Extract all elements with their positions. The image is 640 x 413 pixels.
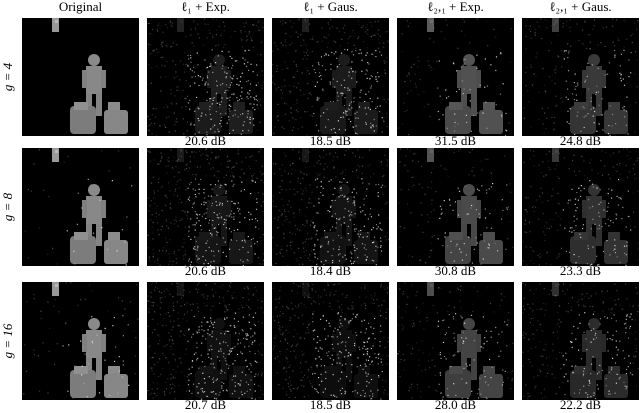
- column-header: ℓ₂,₁ + Exp.: [427, 0, 484, 14]
- psnr-label: 23.3 dB: [560, 263, 602, 278]
- psnr-label: 20.6 dB: [185, 263, 227, 278]
- psnr-label: 20.7 dB: [185, 397, 227, 412]
- psnr-label: 24.8 dB: [560, 133, 602, 148]
- image-panel: [22, 282, 139, 400]
- image-panel: [147, 148, 265, 267]
- psnr-label: 28.0 dB: [435, 397, 477, 412]
- row-label: g = 4: [0, 62, 15, 91]
- image-panel: [272, 148, 390, 267]
- image-panel: [272, 282, 390, 400]
- image-panel: [147, 282, 264, 400]
- image-panel: [22, 18, 139, 136]
- image-panel: [397, 148, 514, 266]
- psnr-label: 20.6 dB: [185, 133, 227, 148]
- psnr-label: 22.2 dB: [560, 397, 602, 412]
- column-header: ℓ₁ + Gaus.: [303, 0, 358, 14]
- psnr-label: 30.8 dB: [435, 263, 477, 278]
- image-panel: [522, 18, 639, 137]
- image-panel: [147, 18, 264, 136]
- psnr-label: 18.4 dB: [310, 263, 352, 278]
- row-label: g = 8: [0, 192, 15, 221]
- column-header: ℓ₁ + Exp.: [181, 0, 230, 14]
- column-header: Original: [59, 0, 103, 14]
- psnr-label: 18.5 dB: [310, 397, 352, 412]
- image-panel: [522, 148, 639, 266]
- image-panel: [522, 282, 639, 400]
- image-panel: [272, 18, 389, 136]
- psnr-label: 18.5 dB: [310, 133, 352, 148]
- image-panel: [397, 18, 514, 137]
- image-panel: [22, 148, 139, 266]
- row-label: g = 16: [0, 323, 15, 358]
- column-header: ℓ₂,₁ + Gaus.: [549, 0, 611, 14]
- psnr-label: 31.5 dB: [435, 133, 477, 148]
- image-panel: [397, 282, 514, 400]
